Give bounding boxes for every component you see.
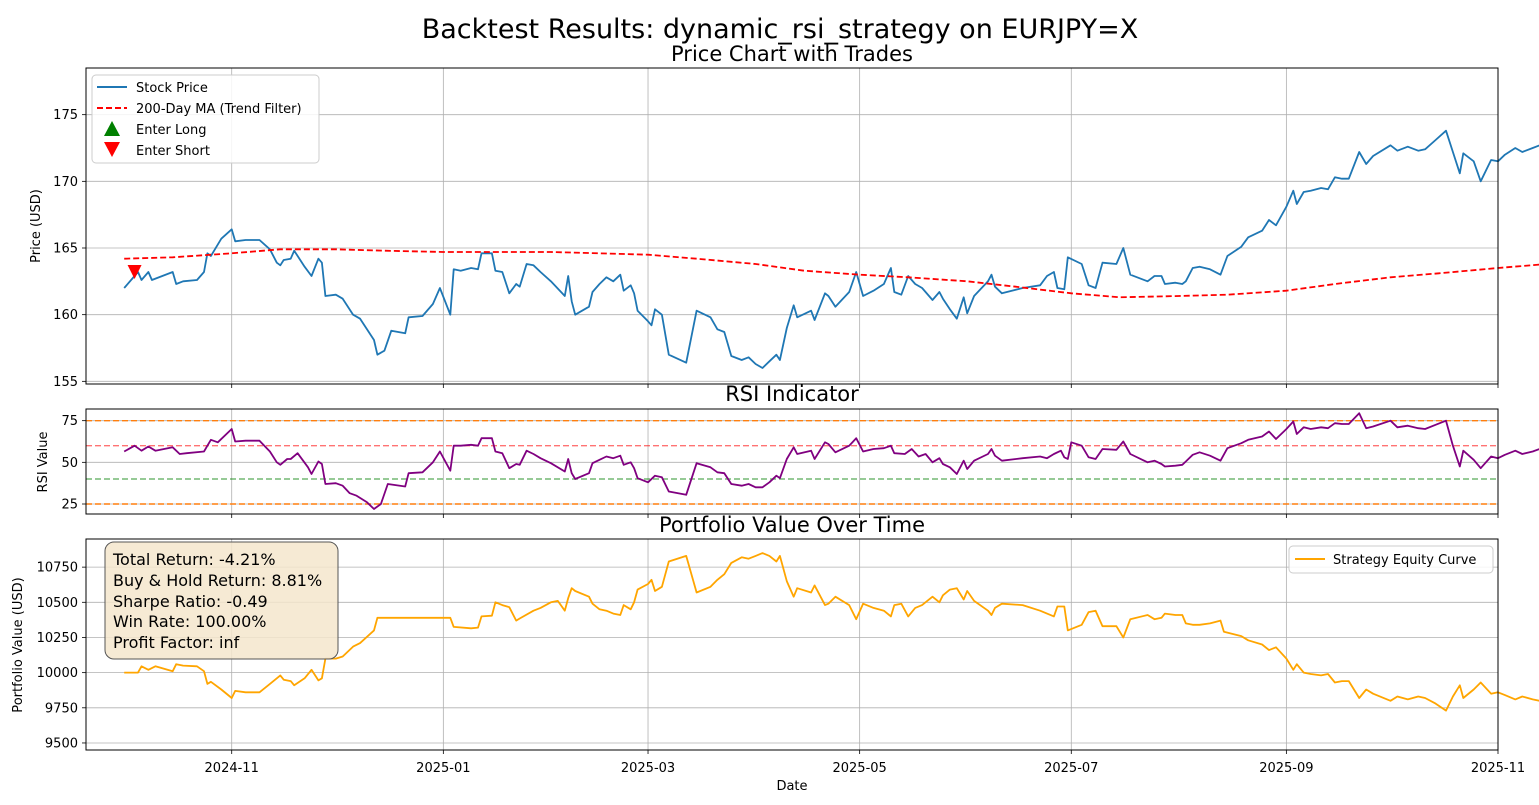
legend-enter-short-label: Enter Short <box>136 144 210 159</box>
portfolio-x-ticks: 2024-11 2025-01 2025-03 2025-05 2025-07 2025-… <box>205 750 1525 776</box>
y-tick-label: 175 <box>53 108 78 123</box>
portfolio-series <box>124 552 1539 712</box>
price-panel: Price Chart with Trades 155160165170175 … <box>29 42 1539 390</box>
rsi-series <box>123 412 1539 510</box>
x-tick-label: 2025-11 <box>1471 761 1525 776</box>
price-legend-box <box>91 74 320 164</box>
portfolio-legend-box <box>1288 545 1494 574</box>
rsi-threshold-lines <box>86 419 1498 505</box>
y-tick-label: 50 <box>61 456 78 471</box>
portfolio-legend: Strategy Equity Curve <box>1288 545 1494 574</box>
stats-sharpe-ratio: Sharpe Ratio: -0.49 <box>113 592 268 611</box>
x-tick-label: 2025-07 <box>1044 761 1098 776</box>
rsi-y-ticks: 25 50 75 <box>61 414 86 513</box>
stats-profit-factor: Profit Factor: inf <box>113 633 240 652</box>
price-legend: Stock Price 200-Day MA (Trend Filter) En… <box>91 74 320 164</box>
y-tick-label: 155 <box>53 375 78 390</box>
rsi-y-axis-label: RSI Value <box>36 432 51 493</box>
rsi-plot-frame <box>85 408 1499 515</box>
stats-total-return: Total Return: -4.21% <box>112 550 276 569</box>
y-tick-label: 10500 <box>37 596 78 611</box>
x-tick-label: 2025-01 <box>416 761 470 776</box>
portfolio-plot-frame <box>85 538 1499 751</box>
rsi-panel-title: RSI Indicator <box>725 382 859 406</box>
y-tick-label: 160 <box>53 308 78 323</box>
y-tick-label: 165 <box>53 242 78 257</box>
series-line <box>123 412 1539 510</box>
portfolio-y-ticks: 9500 9750 10000 10250 10500 10750 <box>37 561 86 751</box>
series-line <box>124 248 1539 299</box>
legend-enter-short-marker <box>104 142 120 157</box>
x-axis-label: Date <box>776 779 807 794</box>
portfolio-panel-title: Portfolio Value Over Time <box>659 513 925 537</box>
series-line <box>124 552 1539 712</box>
legend-stock-price-label: Stock Price <box>136 81 208 96</box>
legend-equity-label: Strategy Equity Curve <box>1333 553 1476 568</box>
x-tick-label: 2024-11 <box>205 761 259 776</box>
stats-box-background <box>104 541 339 660</box>
price-y-axis-label: Price (USD) <box>29 189 44 263</box>
y-tick-label: 75 <box>61 414 78 429</box>
portfolio-panel: Portfolio Value Over Time 9500 9750 10000 1… <box>11 513 1539 776</box>
series-line <box>123 129 1539 369</box>
figure-title: Backtest Results: dynamic_rsi_strategy o… <box>422 14 1139 45</box>
y-tick-label: 9750 <box>45 701 78 716</box>
price-grid <box>86 68 1498 384</box>
price-y-ticks: 155 160 165 170 175 <box>53 108 86 390</box>
enter-short-marker <box>127 265 142 279</box>
legend-ma-label: 200-Day MA (Trend Filter) <box>136 102 302 117</box>
rsi-x-ticks <box>231 514 1499 518</box>
legend-enter-long-marker <box>104 121 120 136</box>
portfolio-y-axis-label: Portfolio Value (USD) <box>11 577 26 712</box>
stats-win-rate: Win Rate: 100.00% <box>113 612 267 631</box>
x-tick-label: 2025-05 <box>832 761 886 776</box>
price-plot-frame <box>85 67 1499 385</box>
trade-markers <box>127 265 142 279</box>
y-tick-label: 10000 <box>37 666 78 681</box>
y-tick-label: 10750 <box>37 561 78 576</box>
rsi-panel: RSI Indicator 25 50 75 RSI Value <box>36 382 1539 518</box>
y-tick-label: 10250 <box>37 631 78 646</box>
y-tick-label: 9500 <box>45 736 78 751</box>
legend-enter-long-label: Enter Long <box>136 123 206 138</box>
y-tick-label: 25 <box>61 498 78 513</box>
price-x-ticks <box>231 384 1499 388</box>
stats-box: Total Return: -4.21% Buy & Hold Return: … <box>104 541 339 660</box>
price-panel-title: Price Chart with Trades <box>671 42 913 66</box>
x-tick-label: 2025-09 <box>1259 761 1313 776</box>
x-tick-label: 2025-03 <box>621 761 675 776</box>
y-tick-label: 170 <box>53 175 78 190</box>
stats-buy-hold-return: Buy & Hold Return: 8.81% <box>113 571 322 590</box>
price-series <box>123 129 1539 369</box>
